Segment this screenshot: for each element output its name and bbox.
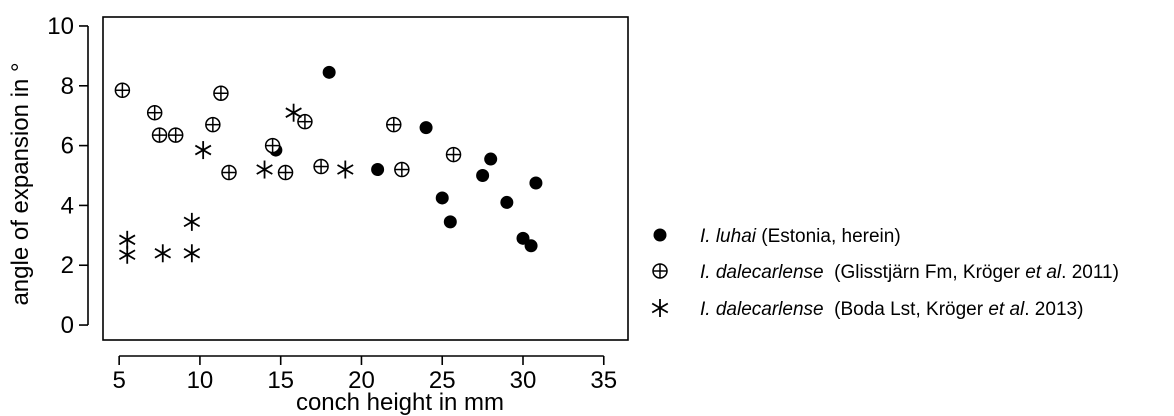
y-axis-label: angle of expansion in ° xyxy=(7,62,34,305)
data-point-series-1 xyxy=(322,65,336,79)
data-point-series-3 xyxy=(154,244,172,263)
x-tick-label: 30 xyxy=(510,367,537,394)
data-point-series-2 xyxy=(297,113,313,130)
legend-item: I. luhai (Estonia, herein) xyxy=(653,226,901,247)
data-point-series-3 xyxy=(337,160,354,179)
data-point-series-3 xyxy=(194,141,212,160)
plot-frame xyxy=(102,16,629,341)
x-tick-label: 25 xyxy=(429,367,456,394)
data-point-series-2 xyxy=(394,161,410,178)
data-point-series-1 xyxy=(476,169,490,183)
x-tick-label: 15 xyxy=(267,367,294,394)
data-point-series-2 xyxy=(264,137,281,154)
y-tick-label: 2 xyxy=(61,252,74,279)
data-point-series-2 xyxy=(313,158,329,175)
data-point-series-1 xyxy=(500,195,514,209)
data-point-series-2 xyxy=(221,164,237,181)
data-point-series-2 xyxy=(386,116,402,133)
data-point-series-1 xyxy=(484,152,498,166)
data-point-series-2 xyxy=(213,85,229,102)
legend-marker xyxy=(653,228,667,242)
x-tick-label: 10 xyxy=(187,367,214,394)
legend-label: I. luhai (Estonia, herein) xyxy=(700,226,901,247)
y-tick-label: 6 xyxy=(61,133,74,160)
data-point-series-3 xyxy=(118,245,136,264)
data-point-series-2 xyxy=(114,82,131,99)
legend-marker xyxy=(651,299,669,317)
data-point-series-3 xyxy=(183,212,201,231)
x-axis-label: conch height in mm xyxy=(296,389,504,416)
data-point-series-2 xyxy=(205,116,221,133)
data-point-series-2 xyxy=(146,104,163,121)
y-tick-label: 4 xyxy=(61,192,74,219)
data-point-series-1 xyxy=(529,176,543,190)
x-tick-label: 5 xyxy=(112,367,125,394)
data-point-series-1 xyxy=(524,239,538,253)
legend-label: I. dalecarlense (Glisstjärn Fm, Kröger e… xyxy=(700,262,1119,283)
data-point-series-3 xyxy=(256,160,273,179)
data-point-series-2 xyxy=(277,164,294,181)
legend-item: I. dalecarlense (Boda Lst, Kröger et al.… xyxy=(651,299,1083,320)
data-point-series-2 xyxy=(167,127,184,143)
y-tick-label: 10 xyxy=(47,13,74,40)
x-tick-label: 20 xyxy=(348,367,375,394)
data-point-series-2 xyxy=(151,127,168,143)
legend-marker xyxy=(652,263,668,279)
x-tick-label: 35 xyxy=(590,367,617,394)
data-point-series-2 xyxy=(445,146,462,163)
data-point-series-1 xyxy=(435,191,449,205)
data-point-series-1 xyxy=(443,215,457,229)
data-point-series-3 xyxy=(285,103,302,122)
legend: I. luhai (Estonia, herein) I. dalecarlens… xyxy=(651,226,1119,320)
data-point-series-1 xyxy=(371,163,385,177)
legend-label: I. dalecarlense (Boda Lst, Kröger et al.… xyxy=(700,299,1083,320)
data-point-series-3 xyxy=(183,244,201,263)
y-tick-label: 8 xyxy=(61,73,74,100)
data-point-series-1 xyxy=(419,121,433,135)
y-tick-label: 0 xyxy=(61,312,74,339)
legend-item: I. dalecarlense (Glisstjärn Fm, Kröger e… xyxy=(652,262,1119,283)
